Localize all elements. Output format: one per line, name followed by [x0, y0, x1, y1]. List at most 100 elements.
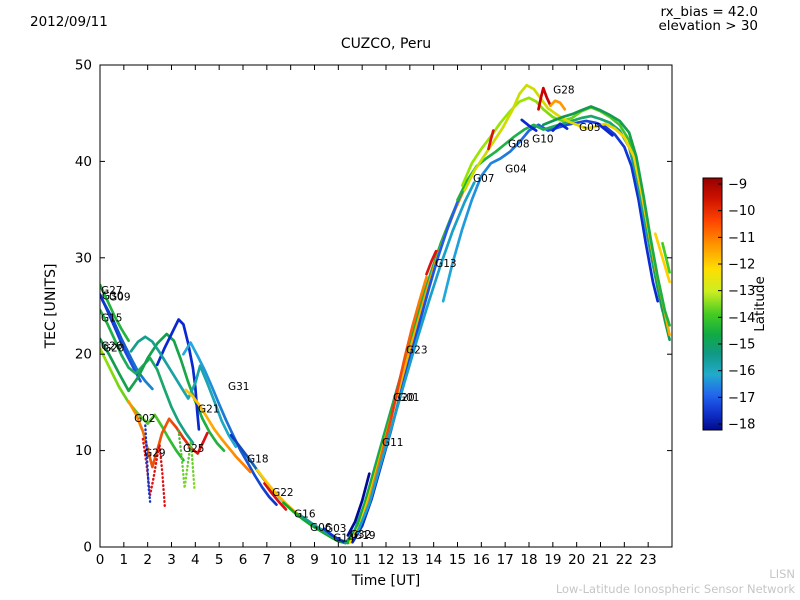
x-tick-label: 9: [310, 552, 319, 568]
lisn-acronym: LISN: [769, 567, 795, 582]
lisn-watermark: LISN Low-Latitude Ionospheric Sensor Net…: [556, 567, 795, 596]
satellite-label-G19: G19: [354, 530, 376, 542]
y-tick-label: 50: [75, 58, 92, 74]
colorbar-label: Latitude: [752, 276, 768, 332]
trace-G21: [184, 388, 252, 474]
satellite-label-G15: G15: [101, 313, 123, 325]
x-tick-label: 14: [425, 552, 442, 568]
colorbar-tick-label: −9: [728, 178, 747, 193]
plot-date: 2012/09/11: [30, 14, 108, 30]
trace-G32: [346, 472, 371, 537]
x-tick-label: 17: [497, 552, 514, 568]
plot-title: CUZCO, Peru: [340, 36, 432, 52]
satellite-label-G07: G07: [473, 173, 495, 185]
x-tick-label: 18: [520, 552, 537, 568]
rx-bias-value: rx_bias = 42.0: [660, 4, 758, 20]
satellite-label-G13: G13: [435, 258, 457, 270]
satellite-label-G01: G01: [398, 392, 420, 404]
trace-G09: [101, 298, 154, 391]
x-tick-label: 15: [449, 552, 466, 568]
x-tick-label: 8: [286, 552, 295, 568]
y-tick-label: 30: [75, 250, 92, 266]
x-tick-label: 22: [616, 552, 633, 568]
trace-yellow-tail: [653, 232, 671, 284]
x-tick-label: 4: [191, 552, 200, 568]
trace-green-tail: [661, 241, 671, 274]
x-tick-label: 19: [544, 552, 561, 568]
y-tick-label: 40: [75, 154, 92, 170]
satellite-label-G32: G32: [350, 529, 372, 541]
x-tick-label: 21: [592, 552, 609, 568]
satellite-label-G16: G16: [294, 508, 316, 520]
satellite-label-G20: G20: [103, 343, 125, 355]
rx-bias-note: rx_bias = 42.0 elevation > 30: [658, 4, 758, 34]
colorbar-gradient: [702, 177, 723, 431]
trace-G05: [541, 105, 671, 327]
y-axis-label: TEC [UNITS]: [43, 264, 59, 350]
y-tick-label: 20: [75, 347, 92, 363]
trace-G28: [537, 86, 552, 111]
trace-G10: [463, 83, 671, 337]
trace-G23: [351, 275, 428, 543]
y-tick-label: 0: [83, 540, 92, 556]
trace-G29: [141, 437, 167, 508]
satellite-label-G27: G27: [101, 285, 123, 297]
satellite-label-G20: G20: [393, 392, 415, 404]
satellite-label-G25: G25: [183, 443, 205, 455]
satellite-label-G05: G05: [579, 122, 601, 134]
x-tick-label: 23: [640, 552, 657, 568]
x-tick-label: 0: [96, 552, 105, 568]
colorbar-tick-label: −15: [728, 338, 755, 353]
satellite-label-G04: G04: [505, 163, 527, 175]
satellite-traces: [100, 83, 671, 545]
satellite-label-G11: G11: [382, 437, 404, 449]
satellite-label-G31: G31: [228, 381, 250, 393]
trace-G02: [127, 400, 209, 469]
satellite-label-G08: G08: [508, 138, 530, 150]
x-axis-label: Time [UT]: [351, 573, 420, 589]
latitude-colorbar: −9 −10 −11 −12 −13 −14 −15 −16 −17 −18 Latitude: [702, 177, 768, 433]
trace-G07: [456, 114, 669, 322]
trace-G22: [263, 482, 288, 511]
colorbar-tick-label: −10: [728, 204, 755, 219]
trace-blue-dots: [144, 424, 152, 503]
x-tick-label: 2: [143, 552, 152, 568]
axes: 0 1 2 3 4 5 6 7 8 9 10 11 12 13 14 15 16 17 18 19 20 21 22 2301…: [43, 58, 673, 589]
trace-blue-seg-2: [551, 122, 569, 132]
trace-G27: [100, 283, 130, 343]
trace-blue-seg-3: [596, 122, 614, 137]
satellite-label-G23: G23: [406, 345, 428, 357]
satellite-label-G18: G18: [247, 453, 269, 465]
satellite-label-G22: G22: [272, 487, 294, 499]
satellite-label-G29: G29: [144, 448, 166, 460]
satellite-label-G09: G09: [109, 292, 131, 304]
x-tick-label: 5: [215, 552, 224, 568]
satellite-label-G06: G06: [310, 522, 332, 534]
trace-G25: [177, 429, 196, 493]
trace-G04: [441, 119, 660, 303]
colorbar-tick-label: −11: [728, 231, 755, 246]
trace-G13-red: [425, 249, 438, 276]
satellite-label-G28: G28: [553, 84, 575, 96]
trace-red-seg-8: [487, 129, 495, 151]
elevation-filter: elevation > 30: [658, 17, 758, 34]
x-tick-label: 3: [167, 552, 176, 568]
x-tick-label: 1: [120, 552, 129, 568]
satellite-label-G14: G14: [333, 533, 355, 545]
satellite-label-G30: G30: [102, 291, 124, 303]
x-tick-label: 10: [330, 552, 347, 568]
satellite-label-G21: G21: [198, 403, 220, 415]
x-tick-label: 12: [377, 552, 394, 568]
x-tick-label: 13: [401, 552, 418, 568]
trace-G06: [282, 501, 347, 545]
trace-G20-pm: [356, 181, 476, 534]
trace-blue-seg-1: [520, 118, 538, 132]
colorbar-tick-label: −13: [728, 284, 755, 299]
x-tick-label: 11: [354, 552, 371, 568]
satellite-label-G02: G02: [134, 413, 156, 425]
satellite-label-G26: G26: [101, 341, 123, 353]
colorbar-tick-label: −14: [728, 311, 755, 326]
